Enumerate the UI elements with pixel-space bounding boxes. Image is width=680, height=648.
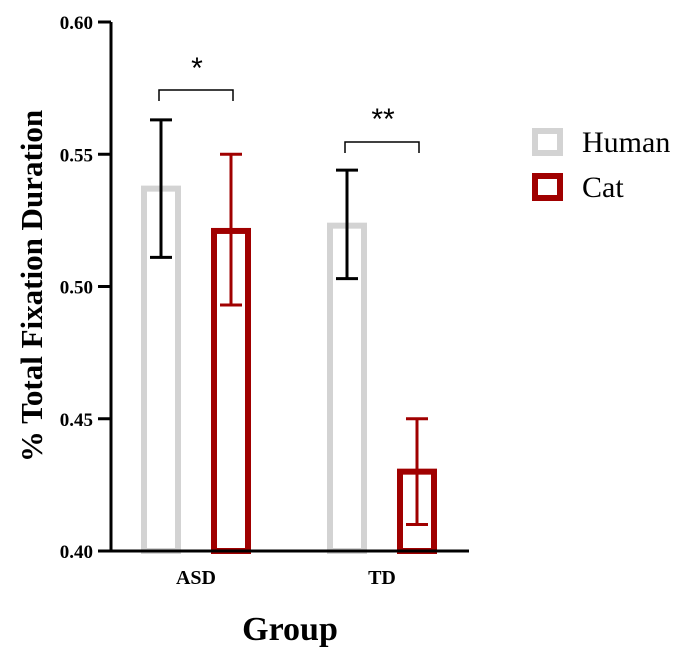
x-tick-labels-layer: ASD TD [176,567,396,589]
y-axis-title: % Total Fixation Duration [14,110,49,462]
legend: Human Cat [532,126,670,204]
y-tick-label: 0.55 [60,145,93,166]
significance-layer: *** [158,52,420,153]
y-ticks-layer: 0.40 0.45 0.50 0.55 0.60 [60,13,111,563]
y-tick-label: 0.45 [60,410,93,431]
legend-label-cat: Cat [582,171,624,204]
x-tick-label: ASD [176,567,216,589]
significance-label: * [191,52,203,85]
x-axis-title: Group [242,611,338,648]
x-tick-label: TD [368,567,396,589]
legend-label-human: Human [582,126,670,159]
legend-swatch-human [532,128,563,156]
significance-bracket [344,141,420,153]
y-tick-label: 0.40 [60,542,93,563]
significance-bracket [158,89,234,101]
significance-label: ** [371,103,395,136]
legend-swatch-cat [532,173,563,201]
y-tick-label: 0.60 [60,13,93,34]
bars-layer [141,185,437,555]
error-bars-layer [150,118,428,527]
y-tick-label: 0.50 [60,278,93,299]
